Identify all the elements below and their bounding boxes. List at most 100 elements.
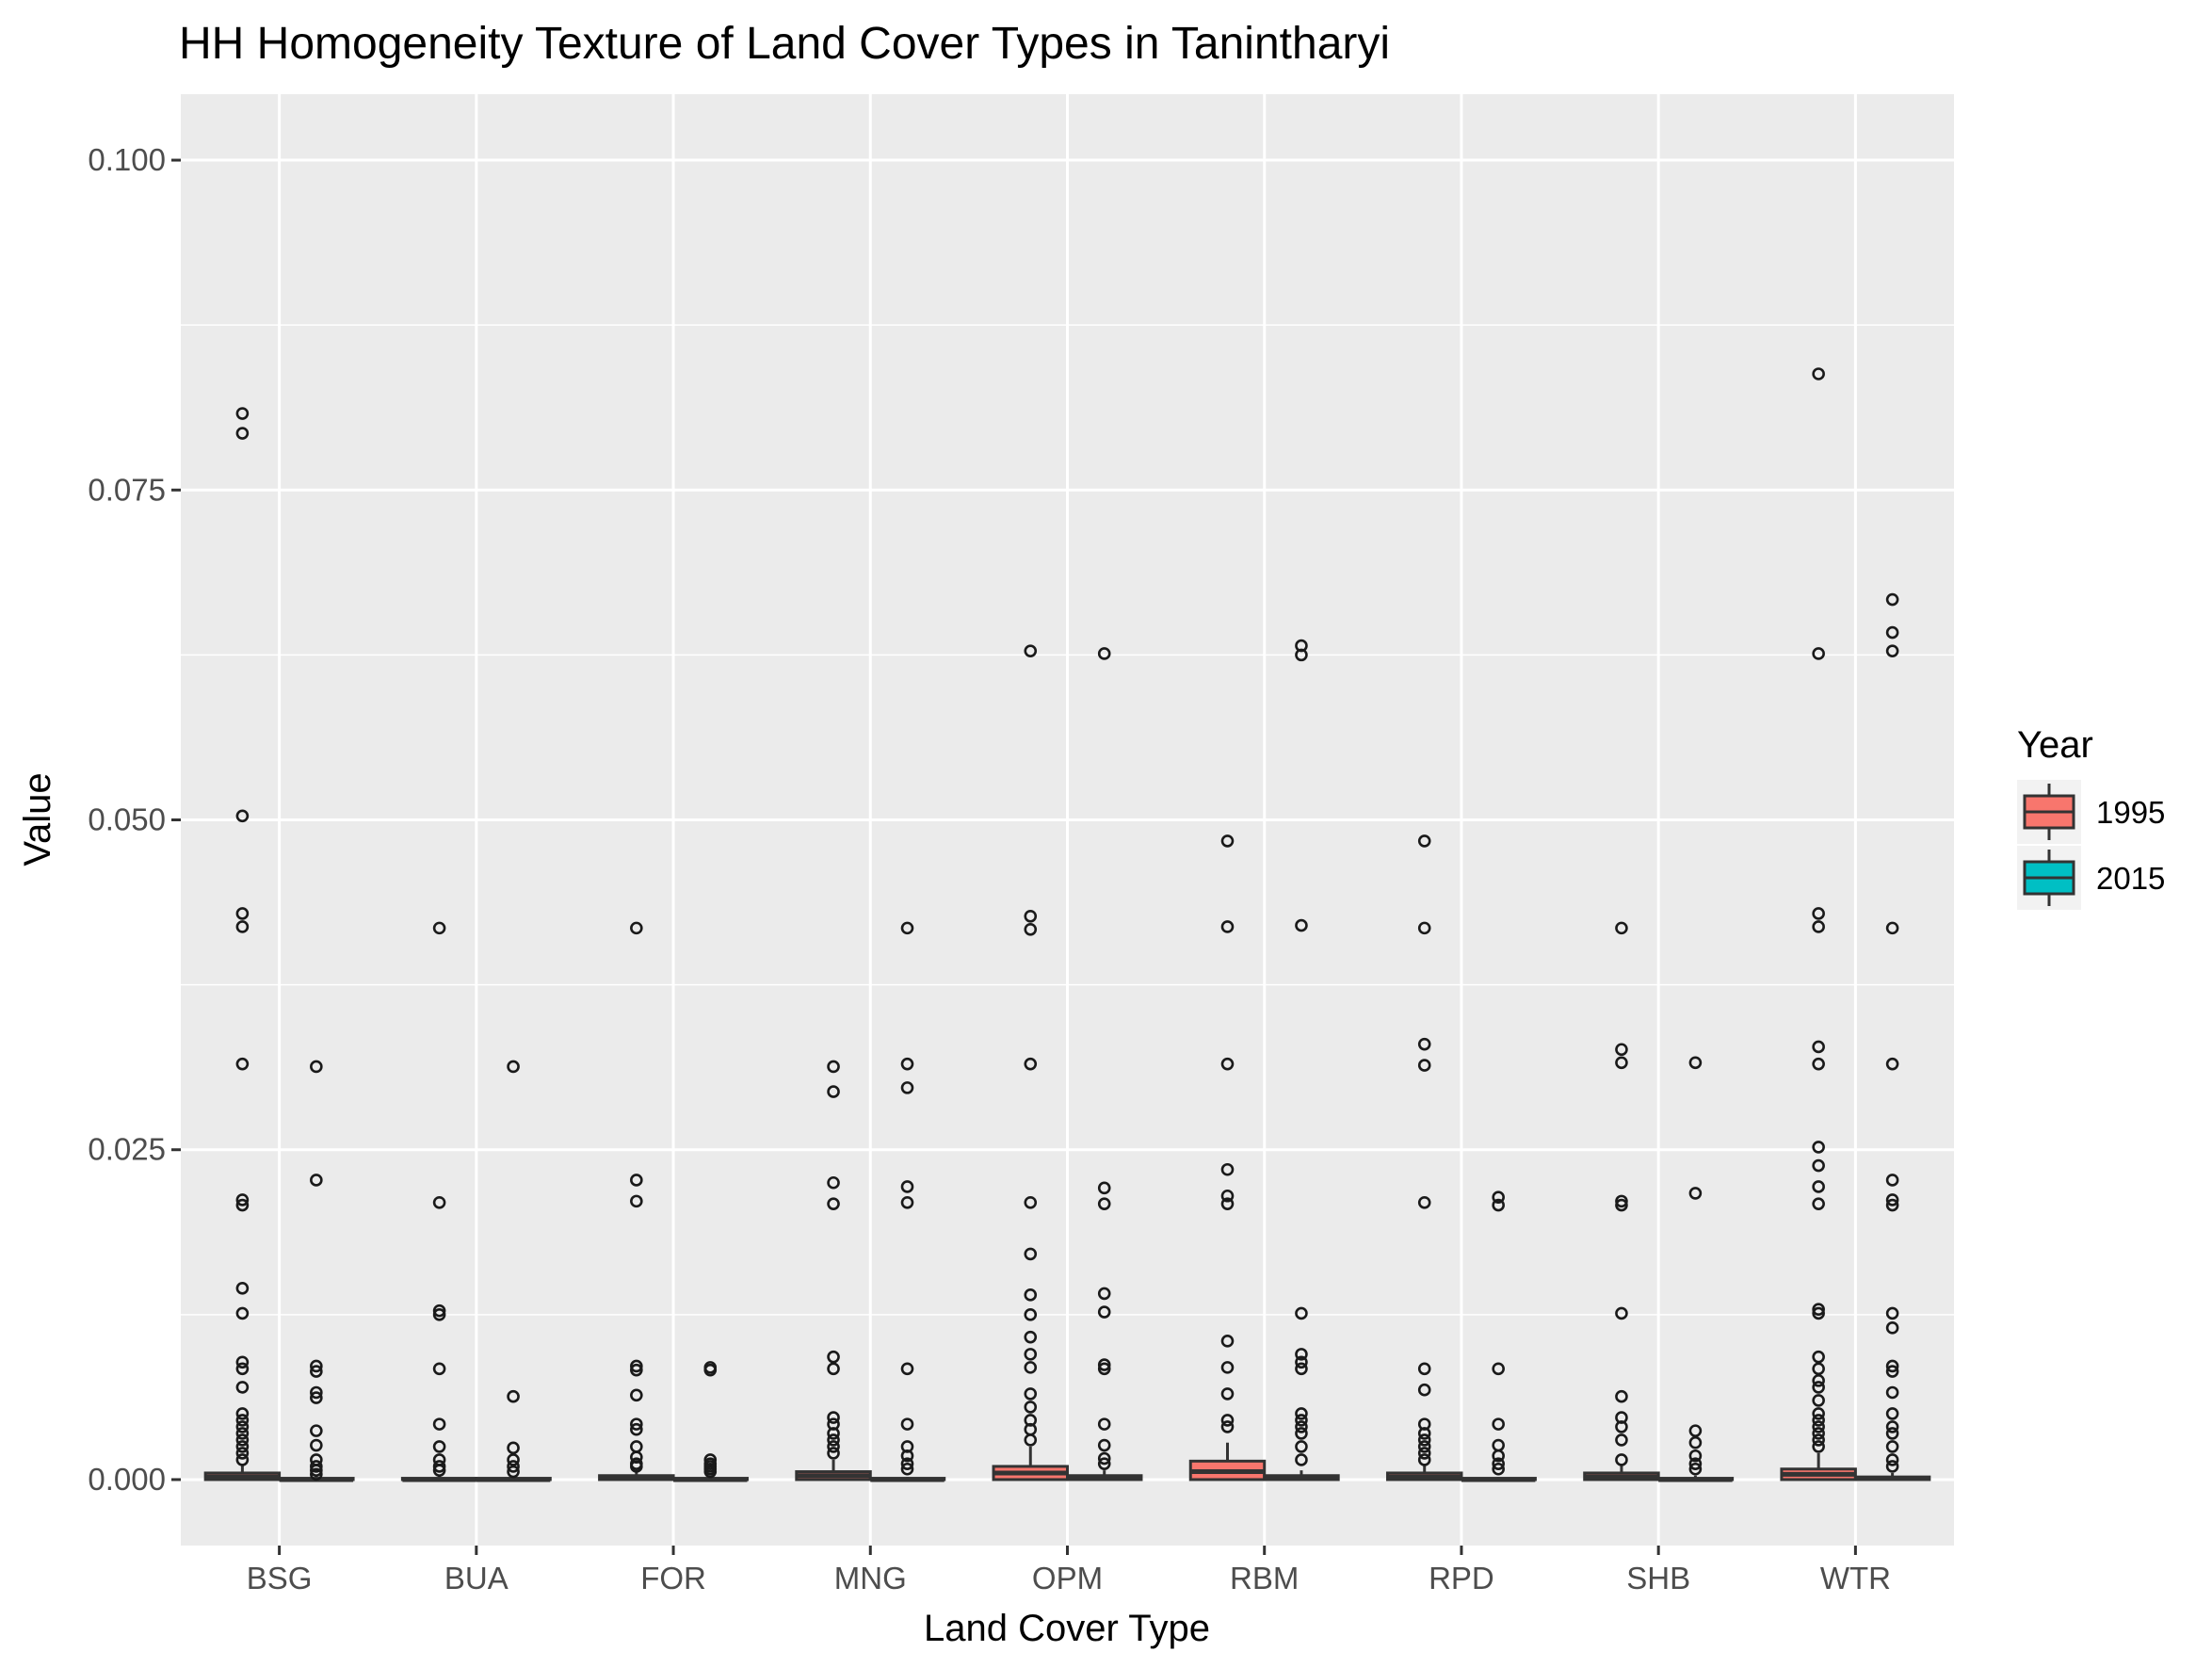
outlier-point bbox=[1492, 1449, 1505, 1463]
outlier-point bbox=[1885, 1198, 1899, 1212]
outlier-point bbox=[1812, 1381, 1825, 1394]
box-RPD-2015 bbox=[1460, 1190, 1537, 1482]
outlier-point bbox=[1615, 1389, 1628, 1403]
outlier-point bbox=[900, 1417, 914, 1431]
outlier-point bbox=[235, 1355, 250, 1369]
y-axis: 0.000 0.025 0.050 0.075 0.100 bbox=[88, 142, 181, 1497]
outlier-point bbox=[1885, 1420, 1899, 1433]
outlier-point bbox=[235, 427, 250, 440]
outlier-point bbox=[1417, 921, 1431, 935]
outlier-point bbox=[1220, 1420, 1235, 1433]
outlier-point bbox=[1492, 1417, 1505, 1431]
outlier-point bbox=[1885, 1427, 1899, 1440]
x-tick-label: SHB bbox=[1626, 1561, 1690, 1595]
outlier-point bbox=[1812, 1427, 1825, 1440]
outlier-point bbox=[432, 1464, 446, 1477]
outlier-point bbox=[310, 1365, 323, 1378]
box-series bbox=[203, 367, 1931, 1482]
outlier-point bbox=[900, 1081, 914, 1094]
legend-label: 1995 bbox=[2096, 795, 2165, 830]
outlier-point bbox=[1812, 1362, 1825, 1376]
outlier-point bbox=[1615, 921, 1628, 935]
outlier-point bbox=[1220, 1335, 1235, 1348]
outlier-point bbox=[1024, 922, 1038, 936]
box-BSG-1995 bbox=[203, 407, 282, 1482]
x-tick-label: MNG bbox=[834, 1561, 907, 1595]
outlier-point bbox=[1295, 1414, 1308, 1427]
outlier-point bbox=[1417, 1427, 1431, 1440]
outlier-point bbox=[1097, 1181, 1111, 1195]
outlier-point bbox=[827, 1060, 840, 1074]
x-axis: BSG BUA FOR MNG OPM RBM RPD SHB WTR bbox=[247, 1546, 1891, 1595]
outlier-point bbox=[235, 907, 250, 920]
outlier-point bbox=[432, 1362, 446, 1376]
outlier-point bbox=[1885, 1321, 1899, 1335]
outlier-point bbox=[1688, 1424, 1703, 1437]
outlier-point bbox=[1812, 920, 1825, 933]
outlier-point bbox=[827, 1350, 840, 1364]
outlier-point bbox=[1295, 1407, 1308, 1420]
outlier-point bbox=[1295, 1348, 1308, 1361]
outlier-point bbox=[235, 1453, 250, 1466]
outlier-point bbox=[1812, 1158, 1825, 1173]
outlier-point bbox=[1885, 1453, 1899, 1466]
outlier-point bbox=[1097, 1358, 1111, 1371]
outlier-point bbox=[1885, 644, 1899, 657]
outlier-point bbox=[1417, 1059, 1431, 1072]
outlier-point bbox=[1885, 1193, 1899, 1206]
outlier-point bbox=[900, 1457, 914, 1470]
outlier-point bbox=[1885, 921, 1899, 935]
outlier-point bbox=[1024, 1348, 1038, 1361]
outlier-point bbox=[827, 1362, 840, 1376]
outlier-point bbox=[630, 1359, 643, 1373]
outlier-point bbox=[900, 1462, 914, 1476]
outlier-point bbox=[235, 1362, 250, 1376]
outlier-point bbox=[1024, 1361, 1038, 1374]
box-FOR-1995 bbox=[598, 921, 675, 1482]
legend: Year 1995 2015 bbox=[2017, 724, 2165, 910]
outlier-point bbox=[235, 1433, 250, 1447]
outlier-point bbox=[1688, 1462, 1703, 1476]
box-SHB-1995 bbox=[1583, 921, 1660, 1482]
outlier-point bbox=[432, 1304, 446, 1318]
outlier-point bbox=[703, 1363, 718, 1377]
y-tick-label: 0.075 bbox=[88, 472, 166, 507]
outlier-point bbox=[1885, 1359, 1899, 1373]
outlier-point bbox=[1885, 1057, 1899, 1071]
outlier-point bbox=[1295, 1355, 1308, 1369]
outlier-point bbox=[235, 1407, 250, 1420]
outlier-point bbox=[630, 1422, 643, 1436]
outlier-point bbox=[235, 1057, 250, 1071]
x-tick-label: BUA bbox=[444, 1561, 509, 1595]
outlier-point bbox=[1812, 1306, 1825, 1320]
outlier-point bbox=[432, 1417, 446, 1431]
outlier-point bbox=[1492, 1198, 1505, 1212]
outlier-point bbox=[827, 1411, 840, 1424]
outlier-point bbox=[1295, 648, 1308, 662]
box-OPM-1995 bbox=[992, 644, 1069, 1482]
outlier-point bbox=[1220, 1414, 1235, 1427]
outlier-point bbox=[432, 1460, 446, 1473]
y-tick-label: 0.050 bbox=[88, 802, 166, 837]
outlier-point bbox=[1097, 1305, 1111, 1319]
outlier-point bbox=[235, 1282, 250, 1295]
outlier-point bbox=[1220, 920, 1235, 933]
outlier-point bbox=[1097, 1197, 1111, 1210]
outlier-point bbox=[310, 1424, 323, 1437]
outlier-point bbox=[310, 1060, 323, 1074]
outlier-point bbox=[1615, 1194, 1628, 1208]
outlier-point bbox=[1885, 625, 1899, 640]
outlier-point bbox=[1812, 1057, 1825, 1071]
x-tick-label: BSG bbox=[247, 1561, 313, 1595]
outlier-point bbox=[1417, 1037, 1431, 1051]
box-WTR-1995 bbox=[1780, 367, 1857, 1482]
outlier-point bbox=[1295, 1453, 1308, 1466]
outlier-point bbox=[1615, 1043, 1628, 1057]
outlier-point bbox=[310, 1391, 323, 1404]
outlier-point bbox=[1812, 367, 1825, 381]
box-MNG-2015 bbox=[868, 921, 946, 1482]
outlier-point bbox=[1024, 644, 1038, 657]
x-axis-title: Land Cover Type bbox=[924, 1608, 1210, 1649]
outlier-point bbox=[235, 1427, 250, 1440]
outlier-point bbox=[1220, 1387, 1235, 1401]
